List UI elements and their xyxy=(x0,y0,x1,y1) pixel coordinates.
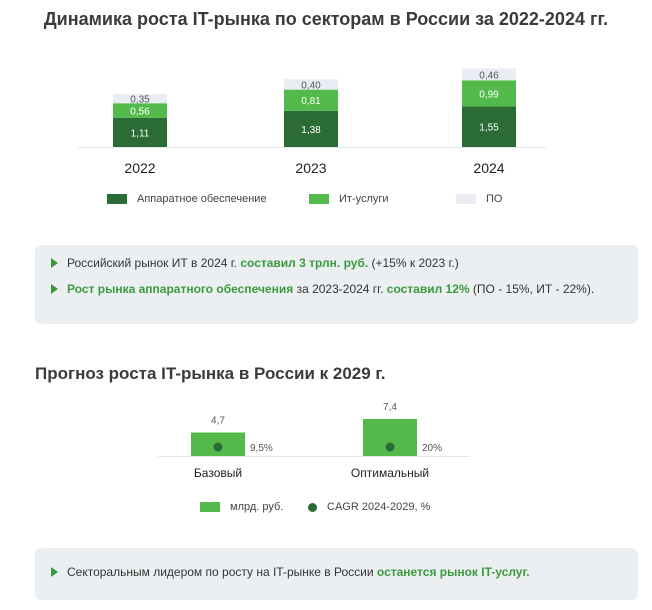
cagr-marker xyxy=(385,442,395,452)
x-tick-label: Оптимальный xyxy=(351,466,429,480)
legend-item-volume: млрд. руб. xyxy=(200,501,283,513)
legend-label-hardware: Аппаратное обеспечение xyxy=(137,193,267,205)
legend-swatch-hardware xyxy=(107,194,127,204)
bar-segment-services xyxy=(113,103,167,118)
bar-value-label: 0,56 xyxy=(130,107,150,118)
legend-swatch-volume xyxy=(200,502,220,512)
bar-value-label: 0,46 xyxy=(479,70,499,81)
bar-segment-hardware xyxy=(113,117,167,147)
conclusion-bullet: Секторальным лидером по росту на IT-рынк… xyxy=(51,563,620,581)
forecast-title: Прогноз роста IT-рынка в России к 2029 г… xyxy=(35,364,386,383)
bar-value-label: 0,99 xyxy=(479,89,499,100)
bar-value-label: 1,11 xyxy=(131,128,150,139)
x-tick-label: 2023 xyxy=(295,160,326,176)
legend-label-software: ПО xyxy=(486,193,503,205)
legend-dot-cagr xyxy=(308,502,317,512)
legend-item-cagr: CAGR 2024-2029, % xyxy=(308,501,430,513)
forecast-value-label: 4,7 xyxy=(211,416,225,427)
cagr-value-label: 20% xyxy=(422,443,442,454)
bar-segment-software xyxy=(284,79,338,90)
summary-panel: Российский рынок ИТ в 2024 г. составил 3… xyxy=(35,245,638,324)
bar-segment-hardware xyxy=(462,106,516,147)
bar-segment-services xyxy=(284,89,338,111)
bar-value-label: 0,35 xyxy=(130,95,150,106)
bar-segment-hardware xyxy=(284,110,338,147)
forecast-value-label: 7,4 xyxy=(383,402,397,413)
conclusion-panel: Секторальным лидером по росту на IT-рынк… xyxy=(35,548,638,600)
cagr-value-label: 9,5% xyxy=(250,443,273,454)
bullet-triangle-icon xyxy=(51,258,58,268)
cagr-marker xyxy=(213,442,223,452)
legend-item-hardware: Аппаратное обеспечение xyxy=(107,193,267,205)
chart-title: Динамика роста IT-рынка по секторам в Ро… xyxy=(43,9,609,29)
legend-label-services: Ит-услуги xyxy=(339,193,389,205)
legend-swatch-software xyxy=(456,194,476,204)
summary-text-1: Российский рынок ИТ в 2024 г. составил 3… xyxy=(67,256,459,270)
legend-item-services: Ит-услуги xyxy=(309,193,389,205)
bar-value-label: 1,55 xyxy=(479,123,499,134)
bullet-triangle-icon xyxy=(51,284,58,294)
bar-segment-services xyxy=(462,80,516,107)
forecast-bar-chart: 4,7 9,5% Базовый 7,4 20% Оптимальный xyxy=(158,402,470,480)
legend-label-cagr: CAGR 2024-2029, % xyxy=(327,501,431,513)
x-tick-label: 2022 xyxy=(124,160,155,176)
legend-swatch-services xyxy=(309,194,329,204)
bar-value-label: 0,81 xyxy=(301,96,321,107)
x-tick-label: Базовый xyxy=(194,466,242,480)
stacked-bar-chart: 1,11 0,560,35 2022 1,38 0,81 0,40 2023 1,55 0,99… xyxy=(78,68,546,176)
conclusion-text: Секторальным лидером по росту на IT-рынк… xyxy=(67,565,530,579)
bar-value-label: 0,40 xyxy=(301,80,321,91)
legend-item-software: ПО xyxy=(456,193,502,205)
summary-bullet-2: Рост рынка аппаратного обеспечения за 20… xyxy=(51,280,620,298)
summary-text-2: Рост рынка аппаратного обеспечения за 20… xyxy=(67,282,595,296)
bar-segment-software xyxy=(113,94,167,104)
bar-segment-software xyxy=(462,68,516,81)
legend-label-volume: млрд. руб. xyxy=(230,501,284,513)
x-tick-label: 2024 xyxy=(473,160,504,176)
summary-bullet-1: Российский рынок ИТ в 2024 г. составил 3… xyxy=(51,254,620,272)
bar-value-label: 1,38 xyxy=(301,125,321,136)
bullet-triangle-icon xyxy=(51,567,58,577)
